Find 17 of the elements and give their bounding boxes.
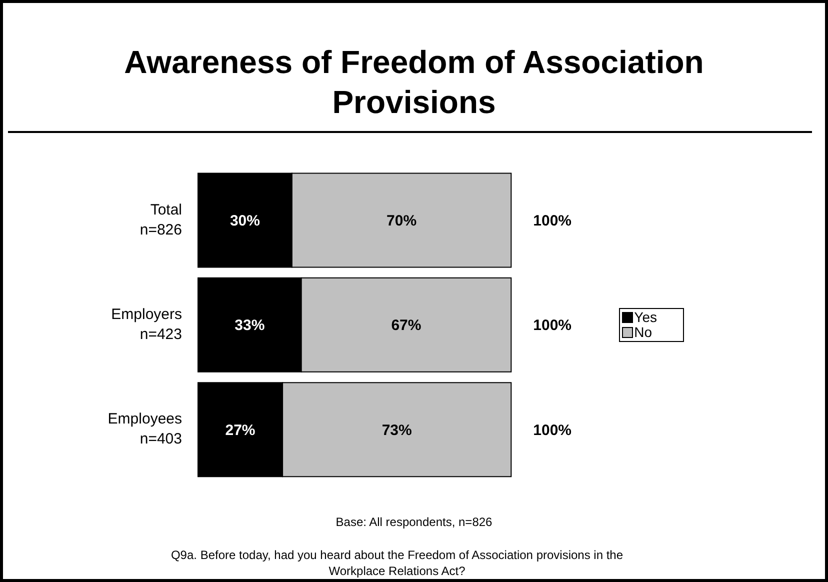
data-label: 73%	[382, 422, 412, 439]
text: Q9a. Before today, had you heard about the Freedom of Association provisions in the Workplace Relations Act?	[170, 547, 624, 579]
data-label: 27%	[225, 422, 256, 439]
total-label: 100%	[533, 212, 572, 230]
legend-label: Yes	[634, 309, 657, 325]
y-tick-label: Total n=826	[140, 201, 182, 238]
y-tick-label: Employees n=403	[108, 410, 182, 448]
data-label: 67%	[391, 317, 422, 334]
data-label: 30%	[230, 212, 260, 230]
data-label: 70%	[386, 212, 417, 230]
text: Base: All respondents, n=826	[334, 515, 494, 529]
data-label: 33%	[234, 317, 265, 334]
legend-label: No	[634, 324, 652, 340]
total-label: 100%	[533, 422, 572, 439]
chart-title: Awareness of Freedom of Association Provisions	[123, 43, 705, 122]
total-label: 100%	[533, 317, 572, 334]
y-tick-label: Employers n=423	[111, 306, 182, 343]
